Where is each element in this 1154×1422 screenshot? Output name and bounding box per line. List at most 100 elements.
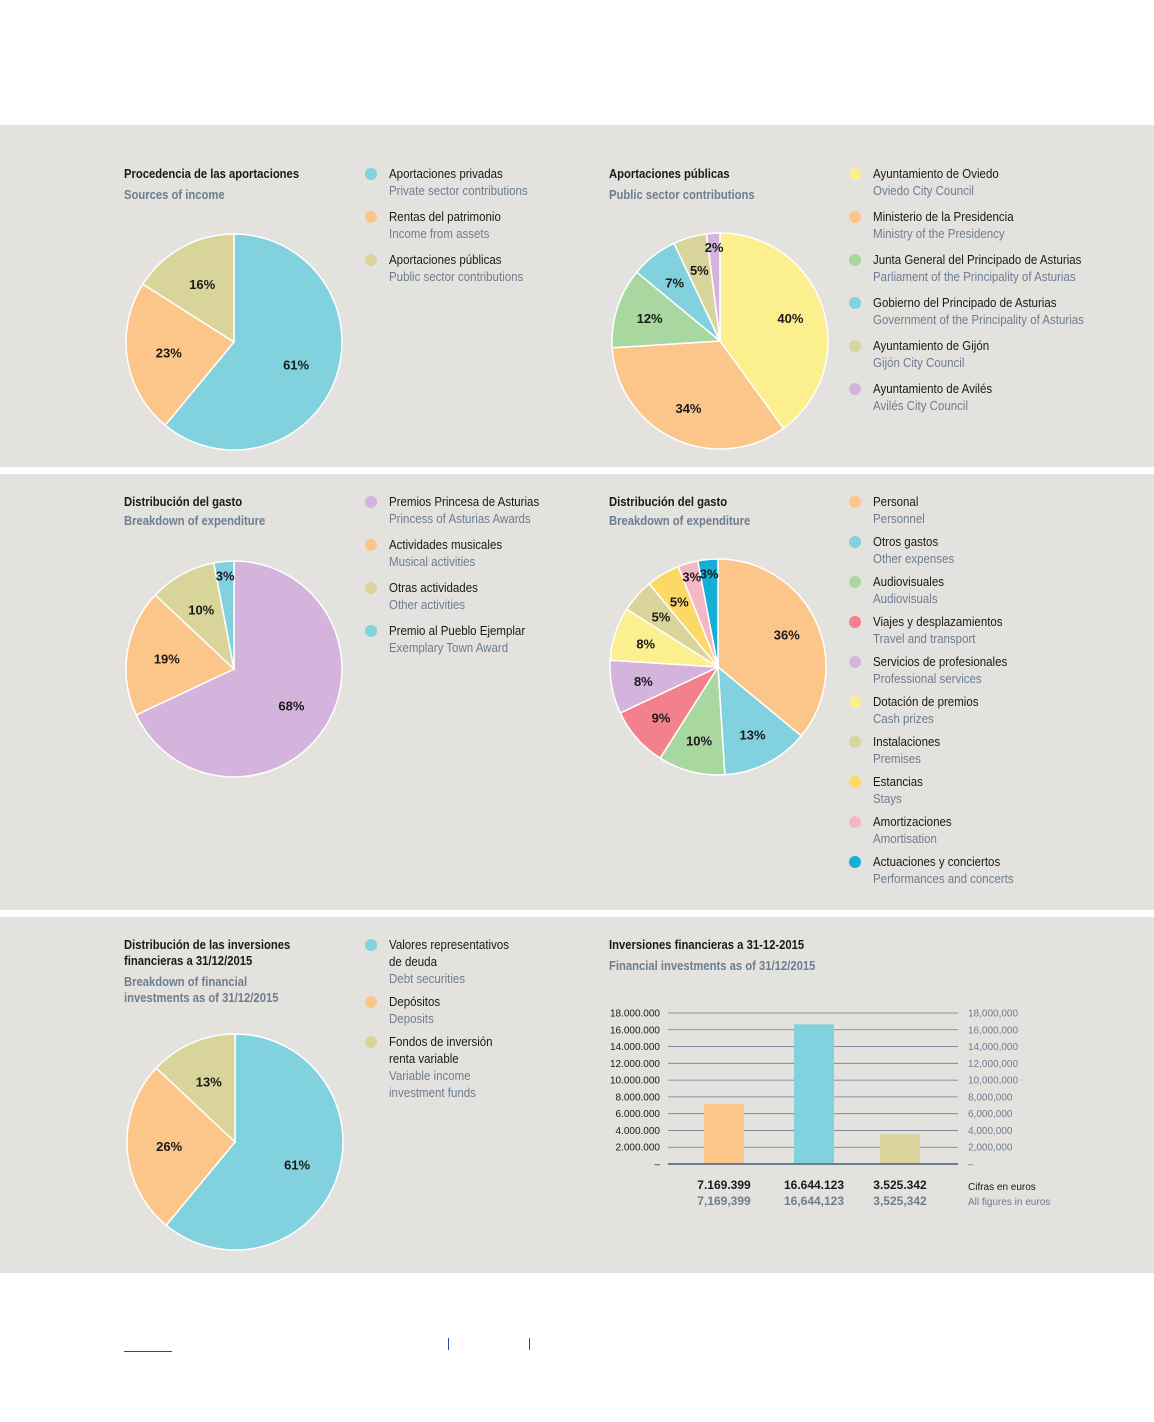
legend-item: Ayuntamiento de Avilés Avilés City Counci…	[849, 381, 1129, 415]
legend-swatch	[849, 816, 861, 828]
legend-label: Gobierno del Principado de Asturias	[873, 296, 1057, 310]
legend-swatch	[849, 576, 861, 588]
pie-slice-label: 7%	[665, 276, 684, 291]
y-tick-label-en: 10,000,000	[968, 1076, 1018, 1087]
legend-item: Estancias Stays	[849, 774, 1109, 808]
legend-label-en: Other activities	[389, 598, 466, 612]
legend-swatch	[849, 297, 861, 309]
legend-label-en: Government of the Principality of Asturi…	[873, 313, 1084, 327]
y-tick-label: 16.000.000	[610, 1025, 660, 1036]
pie-slice	[126, 1067, 237, 1227]
legend-label-en: Amortisation	[873, 832, 937, 846]
y-tick-label-en: 8,000,000	[968, 1092, 1013, 1103]
legend-label-en: Stays	[873, 792, 902, 806]
legend-swatch	[365, 1036, 377, 1048]
pie-slice	[611, 340, 785, 450]
pie-slice-label: 8%	[636, 637, 655, 652]
y-tick-label: 6.000.000	[616, 1109, 661, 1120]
legend-swatch	[849, 383, 861, 395]
pie-slice	[611, 271, 722, 349]
y-tick-label: 4.000.000	[616, 1126, 661, 1137]
footer-separator	[529, 1338, 530, 1350]
chart-subtitle: Breakdown of expenditure	[124, 514, 266, 528]
legend-swatch	[365, 996, 377, 1008]
legend-item: Aportaciones privadas Private sector cont…	[365, 166, 585, 200]
y-tick-label-en: 6,000,000	[968, 1109, 1013, 1120]
legend-label: Ayuntamiento de Gijón	[873, 339, 990, 353]
legend-item: Personal Personnel	[849, 494, 1109, 528]
legend-label: Ayuntamiento de Avilés	[873, 382, 993, 396]
pie-slice-label: 26%	[156, 1139, 182, 1154]
legend-label-en: Exemplary Town Award	[389, 641, 509, 655]
bar-value-label-en: 3,525,342	[873, 1194, 927, 1208]
pie-slice	[696, 558, 719, 668]
legend-label-en: Variable income investment funds	[389, 1069, 476, 1100]
bar	[880, 1134, 920, 1164]
legend-item: Dotación de premios Cash prizes	[849, 694, 1109, 728]
pie-slice-label: 16%	[189, 277, 215, 292]
pie-slice-label: 10%	[188, 602, 214, 617]
legend-swatch	[849, 254, 861, 266]
legend-item: Otros gastos Other expenses	[849, 534, 1109, 568]
chart-title: Distribución del gasto	[124, 495, 243, 509]
legend-swatch	[365, 582, 377, 594]
legend-item: Premios Princesa de Asturias Princess of …	[365, 494, 585, 528]
pie-slice	[212, 560, 235, 670]
legend-label-en: Performances and concerts	[873, 872, 1014, 886]
pie-slice-label: 3%	[216, 568, 235, 583]
legend-item: Rentas del patrimonio Income from assets	[365, 209, 585, 243]
pie-slice-label: 13%	[196, 1074, 222, 1089]
legend-label-en: Public sector contributions	[389, 270, 524, 284]
legend-expenditure-activities: Premios Princesa de Asturias Princess of …	[365, 494, 585, 666]
legend-label: Viajes y desplazamientos	[873, 615, 1003, 629]
legend-label: Otras actividades	[389, 581, 478, 595]
legend-public-contributions: Ayuntamiento de Oviedo Oviedo City Counci…	[849, 166, 1129, 424]
y-tick-label-en: 2,000,000	[968, 1143, 1013, 1154]
legend-swatch	[849, 211, 861, 223]
legend-item: Gobierno del Principado de Asturias Gover…	[849, 295, 1129, 329]
pie-chart-expenditure-activities: 68% 19% 10% 3%	[125, 560, 343, 778]
legend-label-en: Parliament of the Principality of Asturi…	[873, 270, 1076, 284]
legend-label-en: Income from assets	[389, 227, 490, 241]
bar-value-label-en: 7,169,399	[697, 1194, 751, 1208]
legend-item: Valores representativos de deuda Debt sec…	[365, 937, 585, 988]
pie-slice	[717, 665, 803, 776]
legend-swatch	[365, 168, 377, 180]
pie-slice-label: 61%	[284, 1157, 310, 1172]
legend-label-en: Oviedo City Council	[873, 184, 974, 198]
legend-label: Depósitos	[389, 995, 441, 1009]
legend-label: Aportaciones públicas	[389, 253, 502, 267]
legend-label: Valores representativos de deuda	[389, 938, 509, 969]
legend-item: Premio al Pueblo Ejemplar Exemplary Town …	[365, 623, 585, 657]
y-tick-label: 18.000.000	[610, 1009, 660, 1020]
legend-label: Ministerio de la Presidencia	[873, 210, 1014, 224]
legend-label: Instalaciones	[873, 735, 941, 749]
pie-slice-label: 8%	[634, 674, 653, 689]
chart-title: Distribución del gasto	[609, 495, 728, 509]
legend-swatch	[849, 696, 861, 708]
legend-label: Otros gastos	[873, 535, 939, 549]
legend-label: Fondos de inversión renta variable	[389, 1035, 493, 1066]
legend-label: Dotación de premios	[873, 695, 979, 709]
legend-label: Premios Princesa de Asturias	[389, 495, 540, 509]
legend-label-en: Avilés City Council	[873, 399, 969, 413]
pie-slice	[164, 233, 343, 451]
pie-slice-label: 23%	[156, 345, 182, 360]
pie-slice	[141, 233, 235, 344]
chart-subtitle: Financial investments as of 31/12/2015	[609, 959, 816, 973]
pie-slice	[135, 560, 343, 778]
pie-chart-public-contributions: 40% 34% 12% 7% 5% 2%	[611, 232, 829, 450]
legend-label-en: Professional services	[873, 672, 982, 686]
bar	[704, 1103, 744, 1164]
legend-label: Estancias	[873, 775, 923, 789]
pie-slice-label: 5%	[652, 610, 671, 625]
units-note-en: All figures in euros	[968, 1197, 1050, 1208]
y-tick-label: –	[654, 1160, 660, 1171]
legend-item: Amortizaciones Amortisation	[849, 814, 1109, 848]
pie-slice-label: 34%	[675, 401, 701, 416]
footer-rule	[124, 1351, 172, 1352]
pie-slice-label: 5%	[670, 595, 689, 610]
legend-label: Amortizaciones	[873, 815, 952, 829]
chart-subtitle: Public sector contributions	[609, 188, 755, 202]
legend-label-en: Deposits	[389, 1012, 434, 1026]
